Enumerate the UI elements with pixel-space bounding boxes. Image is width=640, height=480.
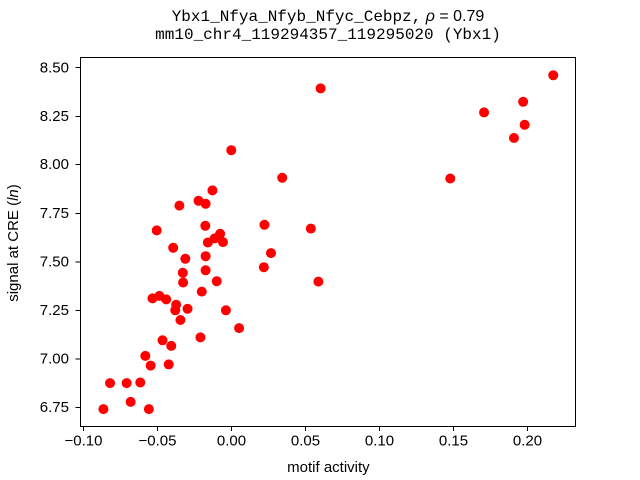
svg-text:Ybx1_Nfya_Nfyb_Nfyc_Cebpz, ρ =: Ybx1_Nfya_Nfyb_Nfyc_Cebpz, ρ = 0.79 [172, 8, 485, 26]
svg-text:7.00: 7.00 [40, 351, 69, 368]
svg-text:−0.05: −0.05 [139, 433, 177, 450]
svg-text:7.75: 7.75 [40, 205, 69, 222]
svg-text:7.25: 7.25 [40, 302, 69, 319]
svg-text:motif activity: motif activity [287, 459, 370, 476]
svg-text:8.25: 8.25 [40, 108, 69, 125]
svg-text:7.50: 7.50 [40, 254, 69, 271]
svg-text:6.75: 6.75 [40, 399, 69, 416]
svg-text:8.50: 8.50 [40, 60, 69, 77]
svg-text:8.00: 8.00 [40, 156, 69, 173]
svg-text:0.00: 0.00 [217, 433, 246, 450]
svg-text:0.05: 0.05 [291, 433, 320, 450]
svg-text:0.15: 0.15 [439, 433, 468, 450]
svg-text:0.10: 0.10 [365, 433, 394, 450]
svg-text:mm10_chr4_119294357_119295020: mm10_chr4_119294357_119295020 (Ybx1) [155, 26, 501, 44]
svg-text:0.20: 0.20 [513, 433, 542, 450]
svg-text:−0.10: −0.10 [65, 433, 103, 450]
svg-text:signal at CRE (ln): signal at CRE (ln) [5, 184, 22, 302]
